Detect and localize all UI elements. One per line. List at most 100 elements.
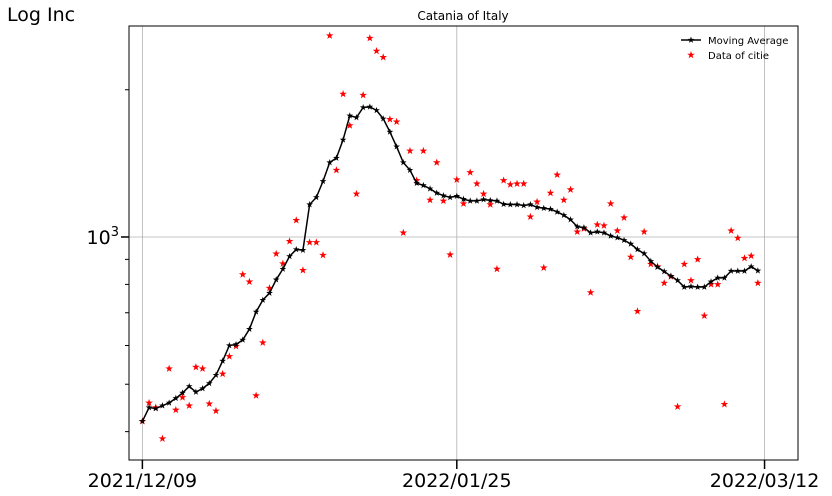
data-point [687,276,695,284]
data-point [486,200,495,208]
moving-average-point [139,417,146,425]
data-point [546,189,555,197]
moving-average-point [727,267,735,274]
plot-frame [128,25,799,461]
moving-average-point [232,340,240,348]
data-point [713,280,722,288]
data-point [446,250,454,258]
legend-label-moving-average: Moving Average [708,36,788,47]
moving-average-point [179,389,186,396]
moving-average-point [694,283,701,290]
data-point [707,280,715,288]
moving-average-point [299,246,307,253]
data-point [720,400,729,408]
data-point [453,175,461,183]
moving-average-point [399,159,407,166]
data-point [399,228,408,237]
moving-average-point [473,197,481,204]
data-point [566,185,575,193]
data-point [593,220,602,228]
data-point [533,197,541,206]
legend-label-data: Data of citie [708,51,769,62]
moving-average-point [493,197,501,204]
moving-average-line [141,106,759,422]
data-point [272,249,280,258]
moving-average-point [734,267,742,274]
data-point [178,393,187,401]
moving-average-point [319,177,327,185]
moving-average-point [520,201,528,209]
moving-average-point [721,274,728,281]
data-point [633,307,642,315]
moving-average-point [507,201,514,208]
data-point [332,166,341,174]
moving-average-point [353,114,360,121]
moving-average-point [714,274,722,281]
legend: Moving Average Data of citie [681,36,788,62]
moving-average-point [527,201,534,208]
moving-average-point [440,192,447,199]
data-point [740,254,749,262]
moving-average-point [272,276,280,283]
data-point [600,221,608,229]
data-point [754,279,762,287]
data-point [560,196,568,204]
moving-average-point [680,283,688,290]
data-point [640,227,648,235]
data-point [198,364,207,372]
corner-label: Log Inc [7,4,76,26]
moving-average-point [266,289,273,296]
data-point [172,405,180,414]
data-point [352,189,361,198]
data-point [392,117,401,126]
data-point [319,251,327,259]
moving-average-point [634,245,641,253]
data-point [432,158,441,166]
moving-average-point [754,267,762,274]
moving-average-point [185,382,193,390]
moving-average-point [654,263,661,270]
data-point [406,146,414,155]
moving-average-point [252,308,260,315]
data-point [245,277,254,285]
moving-average-point [386,128,394,135]
moving-average-point [426,185,434,192]
moving-average-point [192,388,200,395]
moving-average-point [406,166,414,173]
data-point [573,227,582,235]
data-point [673,402,682,410]
data-point [285,237,294,245]
data-point [305,238,314,246]
moving-average-point [660,268,668,275]
moving-average-point [346,112,354,119]
moving-average-point [205,379,213,387]
moving-average-point [513,201,521,208]
data-point [680,260,689,268]
moving-average-point [199,385,206,392]
data-point [345,121,354,129]
data-point [620,213,628,221]
moving-average-point [567,216,574,223]
moving-average-point [379,115,387,122]
moving-average-point [466,197,474,204]
moving-average-point [480,196,487,203]
moving-average-point [413,179,420,187]
data-point [299,266,307,274]
data-point [553,170,561,179]
moving-average-point [593,228,601,235]
moving-average-point [292,245,300,253]
moving-average-point [667,272,675,279]
moving-average-point [553,208,561,215]
data-point [238,270,247,278]
data-point [205,399,214,408]
data-point [733,234,742,242]
data-point [379,53,388,61]
data-point [526,212,535,220]
data-point [727,226,735,234]
moving-average-point [701,283,708,290]
y-tick-label: 103 [87,225,119,249]
chart-title: Catania of Italy [417,9,508,23]
data-point [339,90,347,98]
moving-average-point [145,404,153,411]
data-point [700,311,709,320]
